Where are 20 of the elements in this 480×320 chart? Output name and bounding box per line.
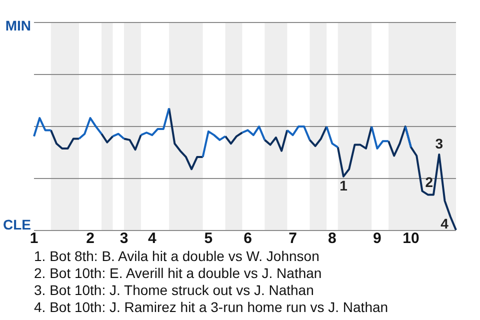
ref-line-label: MIN [5, 17, 31, 34]
annotation: 2 [425, 174, 434, 190]
x-tick-label: 1 [30, 230, 38, 248]
x-tick-label: 4 [148, 230, 157, 248]
annotation: 4 [440, 215, 449, 232]
x-tick-label: 3 [120, 230, 128, 248]
annotation: 1 [340, 177, 348, 194]
text: 2. Bot 10th: E. Averill hit a double vs J. Nathan [34, 265, 323, 282]
x-tick-label: 10 [402, 230, 420, 248]
text: 4. Bot 10th: J. Ramirez hit a 3-run home run vs J. Nathan [34, 299, 390, 316]
x-tick-label: 2 [86, 230, 94, 248]
x-tick-label: 9 [373, 230, 382, 248]
x-tick-label: 7 [288, 230, 297, 248]
x-tick-label: 6 [244, 230, 252, 248]
x-tick-label: 8 [328, 230, 336, 248]
x-tick-label: 5 [204, 230, 213, 248]
annotation: 3 [435, 135, 444, 152]
text: 3. Bot 10th: J. Thome struck out vs J. Nathan [34, 282, 315, 299]
text: 1. Bot 8th: B. Avila hit a double vs W. Johnson [34, 248, 320, 265]
ref-line-label: CLE [3, 216, 31, 232]
